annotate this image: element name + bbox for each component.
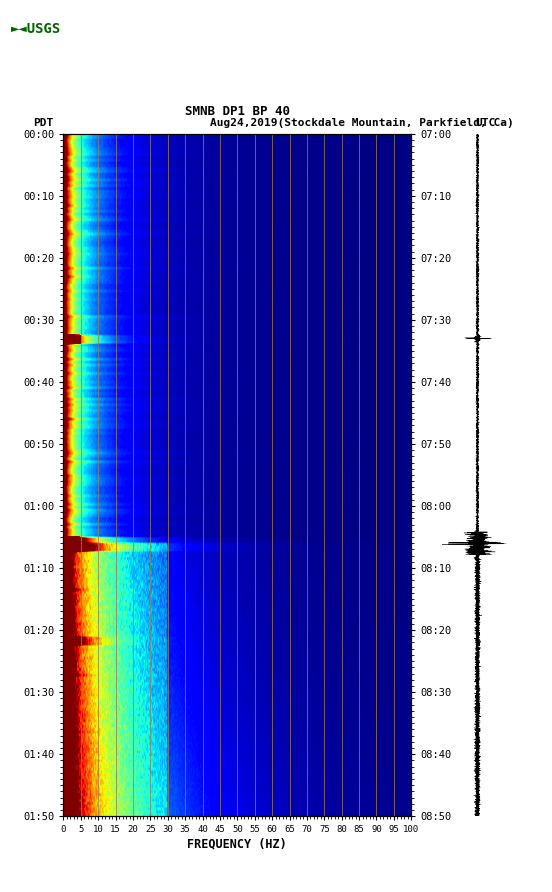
Text: SMNB DP1 BP 40: SMNB DP1 BP 40 — [185, 104, 290, 118]
Text: PDT: PDT — [33, 118, 54, 128]
X-axis label: FREQUENCY (HZ): FREQUENCY (HZ) — [188, 837, 287, 850]
Text: ►◄USGS: ►◄USGS — [11, 22, 61, 37]
Text: Aug24,2019(Stockdale Mountain, Parkfield, Ca): Aug24,2019(Stockdale Mountain, Parkfield… — [210, 118, 513, 128]
Text: UTC: UTC — [476, 118, 496, 128]
